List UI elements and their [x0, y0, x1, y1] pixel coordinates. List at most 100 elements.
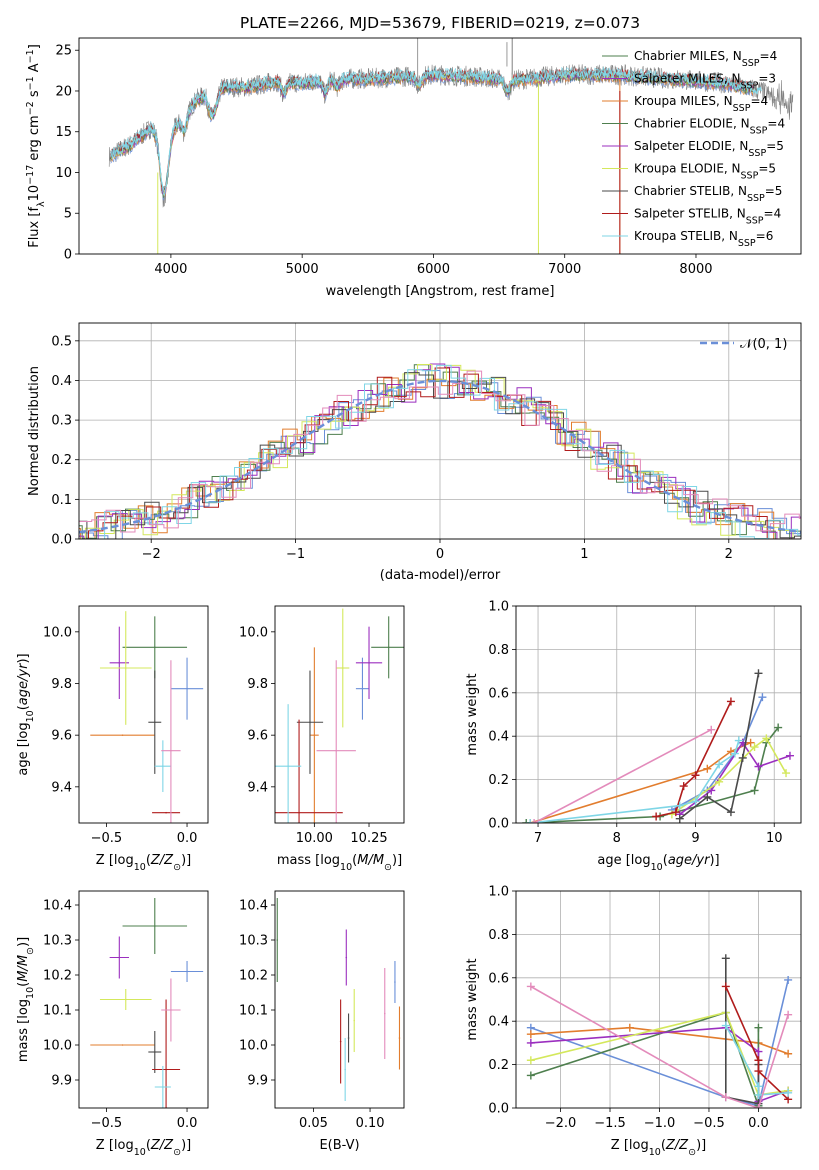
errorbar-plot-area: [90, 898, 204, 1108]
y-tick-label: 10.2: [43, 969, 72, 984]
x-tick-label: 0.0: [177, 1116, 198, 1131]
panel-mass_weight_vs_age: 7 8 9 10 0.0 0.2 0.4 0.6 0.8 1.0 age [log10(age/yr…: [465, 600, 802, 873]
weight-series-marker: [758, 693, 767, 702]
x-tick-label: 10: [766, 831, 783, 846]
weight-series-marker: [726, 697, 735, 706]
y-tick-label: 15: [55, 125, 72, 140]
spectrum-plot-area: [108, 38, 794, 254]
weight-plot-area: [522, 669, 794, 823]
legend-entry: 𝒩(0, 1): [740, 337, 787, 352]
axes-frame: [78, 605, 209, 824]
residual-histogram: [79, 364, 801, 539]
x-tick-label: 9: [691, 831, 699, 846]
y-tick-label: 0.8: [488, 928, 509, 943]
data-point: [162, 1086, 164, 1088]
data-point: [153, 1051, 156, 1053]
x-tick-label: −0.5: [91, 1116, 123, 1131]
weight-series-marker: [526, 1056, 535, 1065]
y-tick-label: 20: [55, 84, 72, 99]
legend-entry: Kroupa MILES, NSSP=4: [634, 94, 768, 114]
data-point: [170, 749, 172, 752]
legend-entry: Salpeter MILES, NSSP=3: [634, 72, 776, 92]
legend-entry: Kroupa ELODIE, NSSP=5: [634, 162, 776, 182]
weight-series-line: [530, 1026, 789, 1055]
x-tick-label: 8000: [679, 262, 712, 277]
x-tick-label: 10.25: [350, 831, 387, 846]
x-tick-label: 2: [725, 547, 733, 562]
weight-series-marker: [715, 777, 724, 786]
weight-series-marker: [784, 1010, 793, 1019]
y-tick-label: 25: [55, 44, 72, 59]
data-point: [165, 1068, 167, 1071]
weight-series-marker: [675, 814, 684, 823]
weight-series-marker: [754, 762, 763, 771]
y-axis-label: mass [log10(M/M⊙)]: [16, 937, 36, 1062]
y-tick-label: 10.0: [43, 625, 72, 640]
y-tick-label: 9.4: [51, 780, 72, 795]
y-axis-label: age [log10(age/yr)]: [16, 653, 36, 775]
weight-series-line: [679, 673, 760, 820]
weight-series-marker: [721, 1093, 730, 1102]
weight-series-marker: [785, 751, 794, 760]
y-tick-label: 0: [64, 248, 72, 263]
y-tick-label: 0.2: [488, 773, 509, 788]
data-point: [394, 981, 396, 983]
y-tick-label: 1.0: [488, 600, 509, 615]
y-tick-label: 10.4: [43, 899, 72, 914]
y-tick-label: 0.6: [488, 686, 509, 701]
y-tick-label: 0.0: [488, 817, 509, 832]
y-tick-label: 9.8: [247, 677, 268, 692]
weight-series-marker: [730, 749, 739, 758]
weight-series-marker: [738, 753, 747, 762]
weight-series-line: [530, 1011, 760, 1107]
weight-series-marker: [530, 819, 539, 823]
weight-series-marker: [715, 760, 724, 769]
data-point: [347, 1037, 350, 1039]
weight-series-line: [671, 696, 764, 811]
x-tick-label: 0.0: [177, 831, 198, 846]
weight-series-line: [530, 979, 789, 1107]
y-tick-label: 0.1: [51, 493, 72, 508]
weight-series-marker: [721, 982, 730, 991]
weight-series-line: [530, 740, 740, 823]
x-axis-label: (data-model)/error: [380, 568, 501, 583]
y-tick-label: 1.0: [488, 885, 509, 900]
x-tick-label: 8: [613, 831, 621, 846]
y-tick-label: 0.2: [51, 453, 72, 468]
weight-series-marker: [526, 1071, 535, 1080]
x-tick-label: −2.0: [545, 1116, 577, 1131]
residual-histogram: [79, 367, 801, 539]
hist-plot-area: [79, 363, 801, 539]
weight-series-marker: [526, 819, 535, 823]
weight-series-marker: [754, 1067, 763, 1076]
data-point: [162, 765, 164, 767]
x-tick-label: 0.05: [299, 1116, 328, 1131]
weight-series-marker: [703, 764, 712, 773]
weight-series-line: [530, 1011, 789, 1096]
weight-series-marker: [782, 769, 791, 778]
data-point: [186, 687, 188, 690]
weight-series-marker: [754, 1090, 763, 1099]
y-axis-label: mass weight: [465, 958, 480, 1040]
x-tick-label: 4000: [154, 262, 187, 277]
weight-series-marker: [754, 1056, 763, 1065]
residual-histogram: [79, 364, 801, 539]
data-point: [153, 646, 156, 649]
weight-series-marker: [774, 723, 783, 732]
x-axis-label: E(B-V): [319, 1138, 359, 1153]
data-point: [353, 1019, 356, 1022]
x-tick-label: 0.0: [748, 1116, 769, 1131]
legend-entry: Chabrier STELIB, NSSP=5: [634, 184, 782, 204]
y-tick-label: 9.6: [247, 729, 268, 744]
data-point: [170, 1009, 172, 1011]
data-point: [287, 765, 289, 767]
x-tick-label: 1: [580, 547, 588, 562]
y-axis-label: Normed distribution: [27, 366, 42, 496]
errorbar-plot-area: [275, 608, 404, 823]
weight-series-marker: [754, 1023, 763, 1032]
data-point: [165, 811, 167, 814]
weight-series-marker: [707, 725, 716, 734]
x-axis-label: Z [log10(Z/Z⊙)]: [611, 1138, 706, 1158]
residual-histogram: [79, 372, 801, 539]
